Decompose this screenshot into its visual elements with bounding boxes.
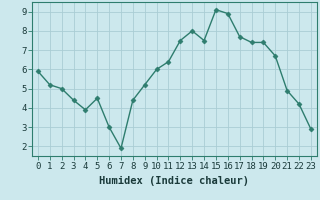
X-axis label: Humidex (Indice chaleur): Humidex (Indice chaleur) [100, 176, 249, 186]
